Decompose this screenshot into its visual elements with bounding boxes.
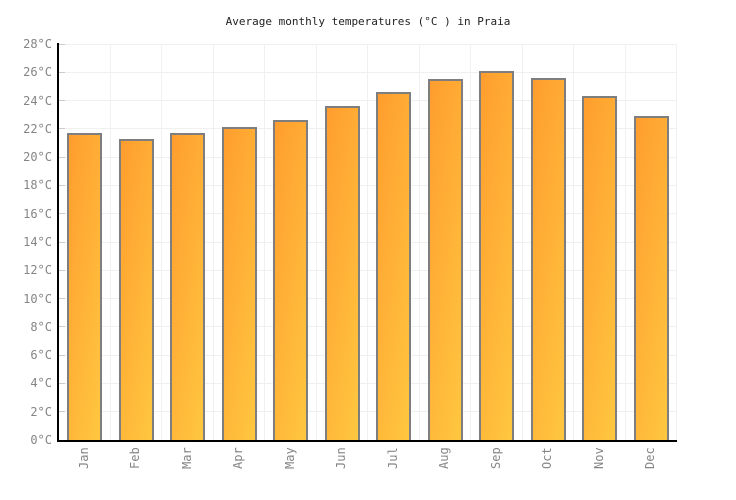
v-gridline <box>109 44 111 440</box>
y-axis-label: 2°C <box>30 404 52 419</box>
h-gridline <box>59 100 677 102</box>
y-axis-label: 16°C <box>23 206 52 221</box>
x-axis-label: May <box>282 447 297 469</box>
y-axis-label: 0°C <box>30 433 52 447</box>
v-gridline <box>573 44 574 440</box>
y-tick <box>59 156 65 158</box>
temperature-bar-aug <box>428 79 463 440</box>
v-gridline <box>264 44 265 440</box>
temperature-bar-mar <box>170 133 205 440</box>
y-axis-label: 10°C <box>23 291 52 306</box>
y-tick <box>59 213 65 215</box>
v-gridline <box>624 44 626 440</box>
y-axis-label: 8°C <box>30 319 52 334</box>
x-axis-label: Apr <box>231 447 246 469</box>
temperature-bar-feb <box>119 139 154 440</box>
y-tick <box>59 298 65 300</box>
x-axis-line <box>57 440 677 442</box>
v-gridline <box>418 44 420 440</box>
h-gridline <box>59 326 677 328</box>
temperature-bar-sep <box>479 71 514 440</box>
y-tick <box>59 382 65 384</box>
h-gridline <box>59 354 677 356</box>
y-axis-label: 24°C <box>23 93 52 108</box>
h-gridline <box>59 382 677 384</box>
x-axis-label: Jul <box>385 447 400 469</box>
y-tick <box>59 354 65 356</box>
temperature-bar-dec <box>634 116 669 440</box>
y-tick <box>59 71 65 73</box>
y-axis-label: 6°C <box>30 348 52 363</box>
y-axis-label: 12°C <box>23 263 52 278</box>
h-gridline <box>59 184 677 186</box>
temperature-bar-jan <box>67 133 102 440</box>
h-gridline <box>59 43 677 45</box>
h-gridline <box>59 213 677 215</box>
x-axis-label: Sep <box>488 447 503 469</box>
plot-area <box>59 43 677 440</box>
y-axis-line <box>57 43 59 442</box>
h-gridline <box>59 241 677 243</box>
v-gridline <box>676 44 677 440</box>
h-gridline <box>59 269 677 271</box>
y-tick <box>59 100 65 102</box>
y-tick <box>59 43 65 45</box>
v-gridline <box>212 44 214 440</box>
y-tick <box>59 184 65 186</box>
y-tick <box>59 128 65 130</box>
x-axis-label: Mar <box>179 447 194 469</box>
x-axis-label: Aug <box>437 447 452 469</box>
v-gridline <box>161 44 162 440</box>
v-gridline <box>521 44 523 440</box>
temperature-bar-jul <box>376 92 411 440</box>
y-axis-label: 26°C <box>23 65 52 80</box>
v-gridline <box>315 44 317 440</box>
temperature-bar-jun <box>325 106 360 440</box>
x-axis-label: Oct <box>540 447 555 469</box>
y-axis-label: 18°C <box>23 178 52 193</box>
y-axis-label: 20°C <box>23 150 52 165</box>
y-tick <box>59 411 65 413</box>
h-gridline <box>59 411 677 413</box>
y-tick <box>59 326 65 328</box>
h-gridline <box>59 156 677 158</box>
x-axis-label: Jan <box>76 447 91 469</box>
y-tick <box>59 241 65 243</box>
h-gridline <box>59 298 677 300</box>
y-axis-label: 4°C <box>30 376 52 391</box>
x-axis-label: Jun <box>334 447 349 469</box>
x-axis-label: Dec <box>643 447 658 469</box>
y-tick <box>59 269 65 271</box>
x-axis-label: Feb <box>128 447 143 469</box>
temperature-bar-apr <box>222 127 257 440</box>
v-gridline <box>470 44 471 440</box>
y-axis-label: 22°C <box>23 121 52 136</box>
h-gridline <box>59 128 677 130</box>
temperature-bar-nov <box>582 96 617 440</box>
x-axis-label: Nov <box>591 447 606 469</box>
chart-title: Average monthly temperatures (°C ) in Pr… <box>225 15 511 28</box>
h-gridline <box>59 71 677 73</box>
y-axis-label: 28°C <box>23 37 52 51</box>
temperature-bar-oct <box>531 78 566 440</box>
v-gridline <box>367 44 368 440</box>
y-axis-label: 14°C <box>23 235 52 249</box>
temperature-bar-may <box>273 120 308 440</box>
